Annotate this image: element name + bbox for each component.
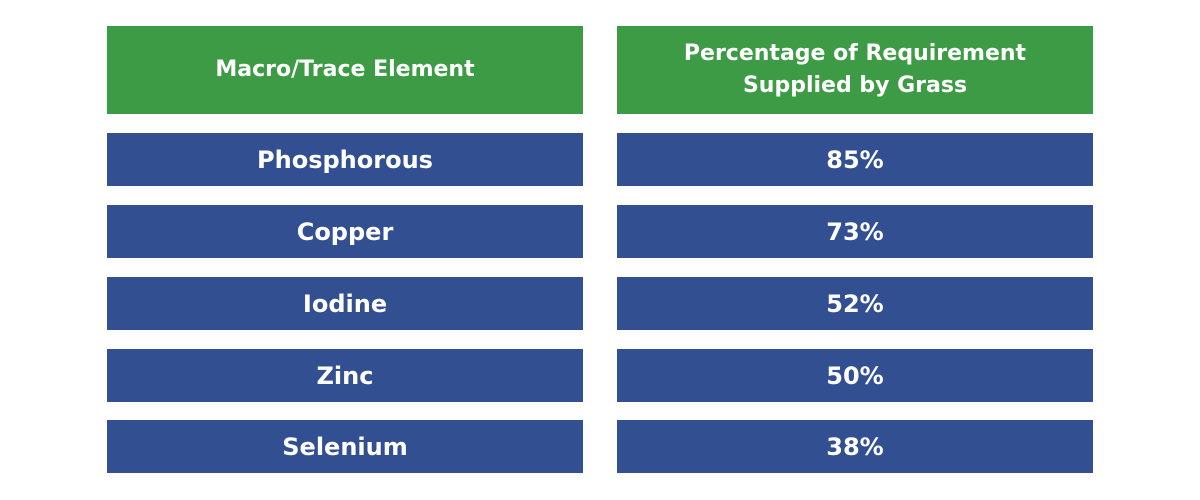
- element-label: Selenium: [282, 432, 408, 461]
- header-element: Macro/Trace Element: [107, 26, 583, 114]
- element-cell: Phosphorous: [107, 133, 583, 186]
- percentage-cell: 85%: [617, 133, 1093, 186]
- percentage-label: 38%: [826, 432, 884, 461]
- percentage-label: 52%: [826, 289, 884, 318]
- percentage-cell: 38%: [617, 420, 1093, 473]
- element-cell: Selenium: [107, 420, 583, 473]
- element-label: Zinc: [316, 361, 374, 390]
- percentage-label: 85%: [826, 145, 884, 174]
- percentage-cell: 73%: [617, 205, 1093, 258]
- element-cell: Iodine: [107, 277, 583, 330]
- header-element-label: Macro/Trace Element: [215, 57, 475, 82]
- element-label: Copper: [296, 217, 394, 246]
- header-percentage-line1: Percentage of Requirement: [683, 41, 1027, 66]
- percentage-label: 73%: [826, 217, 884, 246]
- percentage-cell: 52%: [617, 277, 1093, 330]
- header-percentage-line2: Supplied by Grass: [742, 73, 968, 98]
- percentage-cell: 50%: [617, 349, 1093, 402]
- element-cell: Zinc: [107, 349, 583, 402]
- header-percentage: Percentage of Requirement Supplied by Gr…: [617, 26, 1093, 114]
- element-cell: Copper: [107, 205, 583, 258]
- element-label: Iodine: [302, 289, 388, 318]
- percentage-label: 50%: [826, 361, 884, 390]
- element-label: Phosphorous: [257, 145, 433, 174]
